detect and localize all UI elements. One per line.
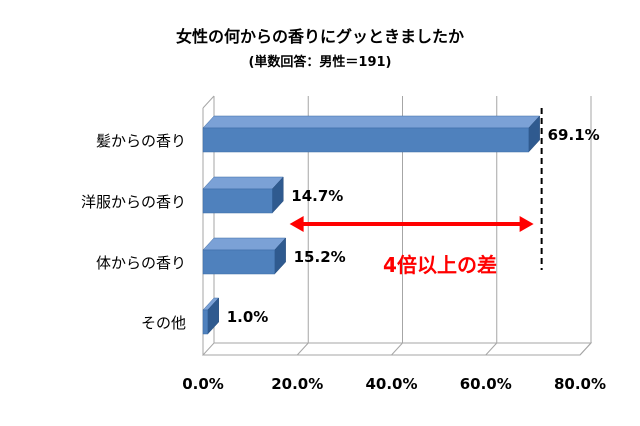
- category-label: その他: [141, 314, 186, 332]
- bar-top: [202, 237, 287, 251]
- bar-2: [202, 237, 287, 275]
- bar-0: [202, 115, 541, 153]
- bar-top: [202, 176, 284, 190]
- wall-top-edge: [202, 95, 215, 109]
- gridline-floor: [485, 342, 498, 356]
- bar-1: [202, 176, 284, 214]
- bar-front: [202, 188, 273, 214]
- category-label: 髪からの香り: [96, 132, 186, 150]
- arrow-head-right: [519, 216, 534, 232]
- x-tick-label: 80.0%: [554, 375, 606, 393]
- data-label: 14.7%: [291, 187, 343, 205]
- gridline-floor: [391, 342, 403, 356]
- annotation-text: 4倍以上の差: [383, 253, 497, 277]
- bar-3: [202, 297, 220, 335]
- category-label: 体からの香り: [96, 254, 186, 272]
- chart-title: 女性の何からの香りにグッときましたか: [176, 27, 464, 46]
- bar-front: [202, 309, 208, 335]
- bar-front: [202, 249, 275, 275]
- x-tick-label: 20.0%: [271, 375, 323, 393]
- chart-subtitle: (単数回答：男性＝191): [248, 54, 391, 70]
- data-labels: 髪からの香り 69.1% 洋服からの香り 14.7% 体からの香り 15.2% その他 1.0…: [81, 126, 600, 332]
- x-tick-label: 40.0%: [365, 375, 417, 393]
- data-label: 69.1%: [548, 126, 600, 144]
- gridline-floor: [579, 342, 592, 356]
- category-label: 洋服からの香り: [81, 193, 186, 211]
- bar-top: [202, 115, 541, 129]
- bar-series: [202, 115, 541, 335]
- data-label: 1.0%: [227, 308, 269, 326]
- difference-annotation: 4倍以上の差: [289, 108, 543, 277]
- x-tick-label: 0.0%: [182, 375, 224, 393]
- gridline-floor: [296, 342, 309, 356]
- data-label: 15.2%: [294, 248, 346, 266]
- bar-front: [202, 127, 529, 153]
- arrow-head-left: [289, 216, 304, 232]
- x-tick-label: 60.0%: [460, 375, 512, 393]
